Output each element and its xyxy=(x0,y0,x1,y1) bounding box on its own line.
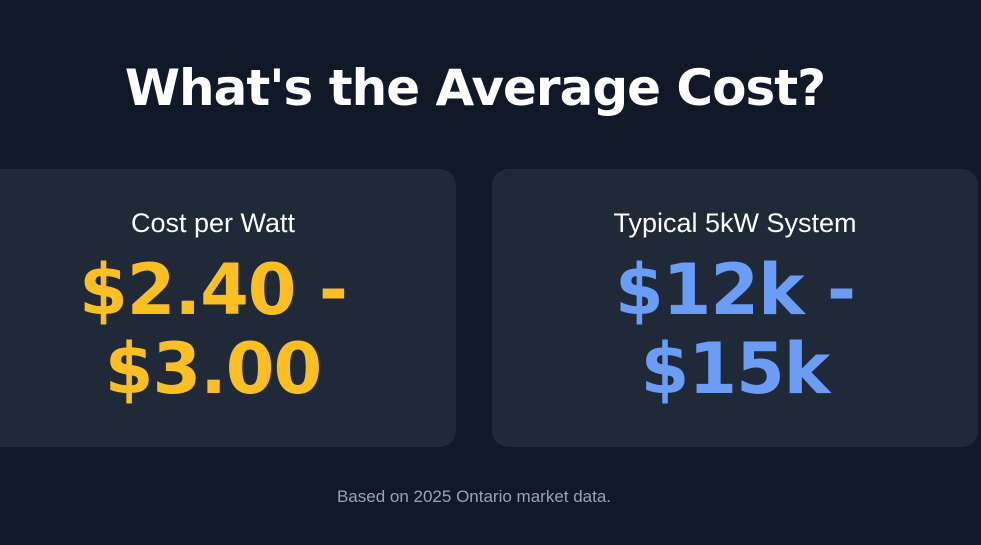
card-value: $2.40 - $3.00 xyxy=(0,251,456,409)
system-cost-card: Typical 5kW System $12k - $15k xyxy=(492,169,978,447)
footnote: Based on 2025 Ontario market data. xyxy=(336,487,612,506)
card-label: Cost per Watt xyxy=(130,208,296,238)
card-value-line: $12k - xyxy=(614,249,856,331)
card-value-line: $2.40 - xyxy=(79,249,348,331)
card-value: $12k - $15k xyxy=(492,251,978,409)
cost-per-watt-card: Cost per Watt $2.40 - $3.00 xyxy=(0,169,456,447)
card-label: Typical 5kW System xyxy=(613,208,857,238)
card-value-line: $3.00 xyxy=(104,328,322,410)
page-title: What's the Average Cost? xyxy=(124,59,826,117)
card-value-line: $15k xyxy=(640,328,831,410)
